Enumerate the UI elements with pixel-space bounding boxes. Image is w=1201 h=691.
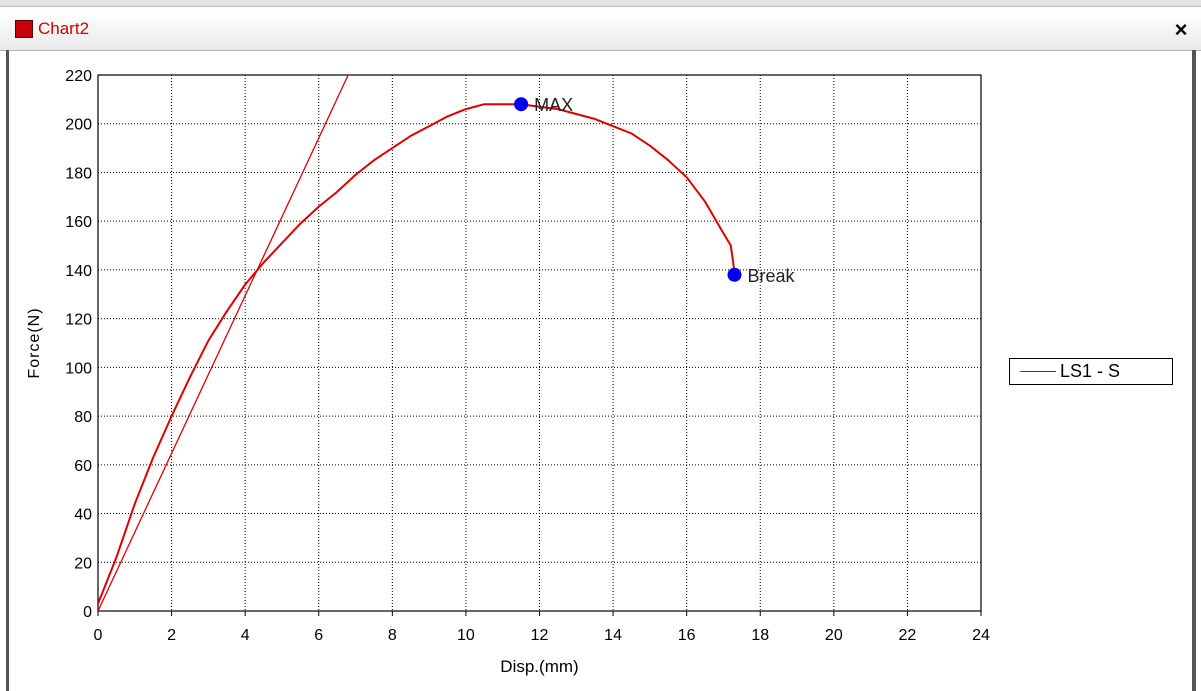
- x-tick-label: 18: [751, 627, 769, 644]
- legend-line-swatch: [1020, 371, 1056, 372]
- window-left-border: [6, 50, 9, 691]
- window-titlebar[interactable]: Chart2 ×: [0, 12, 1201, 51]
- y-tick-label: 20: [74, 555, 92, 572]
- y-tick-label: 180: [65, 165, 92, 182]
- window-title: Chart2: [38, 19, 90, 38]
- series-line: [97, 103, 736, 605]
- annotation-label: MAX: [534, 95, 573, 115]
- x-tick-label: 22: [899, 627, 917, 644]
- annotation-label: Break: [747, 266, 795, 286]
- x-tick-label: 8: [388, 627, 397, 644]
- x-tick-label: 20: [825, 627, 843, 644]
- x-tick-label: 14: [604, 627, 622, 644]
- annotation-marker: [727, 267, 742, 282]
- annotation-marker: [514, 97, 529, 112]
- reference-line: [98, 75, 349, 611]
- x-tick-label: 4: [241, 627, 250, 644]
- y-tick-label: 220: [65, 68, 92, 85]
- y-tick-label: 40: [74, 507, 92, 524]
- y-tick-label: 200: [65, 117, 92, 134]
- y-tick-label: 80: [74, 409, 92, 426]
- x-tick-label: 0: [94, 627, 103, 644]
- x-tick-label: 6: [314, 627, 323, 644]
- y-tick-label: 60: [74, 458, 92, 475]
- y-tick-label: 140: [65, 263, 92, 280]
- close-icon[interactable]: ×: [1174, 17, 1188, 42]
- y-axis-label: Force(N): [26, 307, 43, 378]
- x-tick-label: 10: [457, 627, 475, 644]
- x-axis-label: Disp.(mm): [500, 657, 578, 676]
- x-tick-label: 24: [972, 627, 990, 644]
- y-tick-label: 120: [65, 312, 92, 329]
- x-tick-label: 16: [678, 627, 696, 644]
- y-tick-label: 0: [83, 604, 92, 621]
- x-tick-label: 2: [167, 627, 176, 644]
- chart-window-icon: [15, 20, 33, 38]
- x-tick-label: 12: [531, 627, 549, 644]
- legend-label: LS1 - S: [1060, 361, 1121, 381]
- y-tick-label: 100: [65, 360, 92, 377]
- chart-legend[interactable]: LS1 - S: [1009, 358, 1173, 385]
- window-top-strip: [0, 0, 1201, 7]
- y-tick-label: 160: [65, 214, 92, 231]
- window-right-border: [1192, 50, 1196, 691]
